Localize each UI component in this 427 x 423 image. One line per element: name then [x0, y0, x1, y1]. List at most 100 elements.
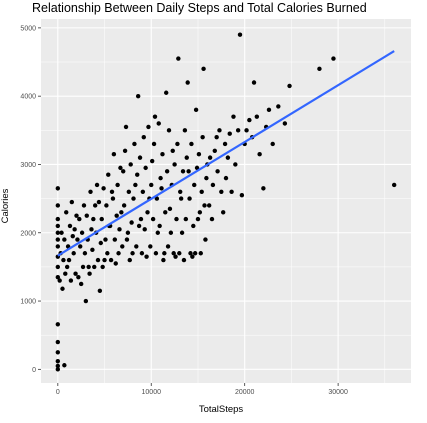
data-point [155, 230, 160, 235]
data-point [121, 169, 126, 174]
data-point [212, 148, 217, 154]
data-point [163, 210, 168, 215]
data-point [81, 203, 87, 208]
data-point [153, 251, 159, 256]
data-point [233, 162, 238, 167]
x-tick-label: 20000 [235, 389, 255, 396]
data-point [171, 251, 176, 256]
data-point [144, 254, 149, 259]
data-point [186, 169, 191, 174]
data-point [132, 141, 137, 147]
data-point [199, 189, 204, 194]
data-point [189, 141, 194, 147]
data-point [62, 237, 67, 242]
data-point [55, 186, 61, 191]
data-point [118, 165, 123, 171]
data-point [99, 216, 104, 222]
data-point [68, 278, 74, 283]
data-point [196, 152, 202, 157]
data-point [55, 322, 61, 327]
data-point [127, 257, 132, 263]
data-point [172, 162, 177, 167]
data-point [391, 182, 397, 188]
data-point [72, 227, 77, 232]
data-point [89, 227, 94, 232]
data-point [231, 114, 236, 119]
data-point [193, 107, 199, 113]
data-point [282, 121, 288, 126]
data-point [63, 271, 68, 276]
data-point [166, 128, 172, 133]
data-point [75, 237, 80, 242]
data-point [129, 220, 134, 225]
data-point [175, 141, 180, 147]
data-point [78, 281, 84, 287]
data-point [138, 216, 144, 222]
data-point [177, 251, 182, 256]
data-point [112, 237, 118, 242]
data-point [71, 251, 76, 256]
data-point [121, 203, 127, 208]
data-point [130, 251, 135, 256]
data-point [55, 367, 61, 372]
data-point [195, 216, 201, 222]
data-point [220, 210, 226, 215]
data-point [168, 230, 174, 235]
data-point [55, 339, 61, 345]
data-point [135, 93, 141, 99]
data-point [191, 223, 196, 229]
data-point [136, 223, 142, 229]
data-point [57, 278, 62, 283]
data-point [96, 199, 102, 205]
data-point [119, 210, 124, 215]
data-point [145, 210, 150, 215]
data-point [55, 230, 61, 235]
data-point [192, 251, 198, 256]
data-point [206, 203, 212, 208]
data-point [60, 286, 65, 291]
data-point [225, 155, 231, 160]
data-point [74, 213, 79, 218]
data-point [128, 162, 133, 167]
data-point [62, 363, 67, 368]
data-point [229, 189, 234, 194]
data-point [55, 274, 61, 280]
data-point [134, 244, 139, 249]
data-point [210, 182, 216, 188]
data-point [55, 363, 61, 369]
x-tick-label: 10000 [142, 389, 162, 396]
data-point [164, 169, 170, 174]
data-point [131, 196, 136, 201]
data-point [219, 189, 224, 194]
data-point [61, 257, 66, 263]
data-point [254, 114, 260, 119]
data-point [181, 257, 187, 263]
data-point [179, 230, 185, 235]
data-point [331, 56, 336, 61]
data-point [149, 158, 155, 164]
data-point [122, 148, 128, 154]
data-point [101, 186, 106, 191]
data-point [266, 107, 272, 113]
y-tick-label: 1000 [20, 299, 36, 306]
data-point [113, 261, 118, 266]
grid-minor [41, 19, 411, 383]
data-point [77, 216, 82, 222]
data-point [135, 172, 140, 177]
data-point [94, 182, 100, 188]
data-point [170, 148, 175, 154]
data-point [117, 227, 122, 232]
data-point [97, 288, 103, 294]
data-point [160, 152, 165, 157]
data-point [108, 257, 114, 263]
data-point [202, 203, 207, 208]
data-point [92, 264, 97, 270]
data-point [125, 230, 131, 235]
x-axis-title: TotalSteps [199, 404, 244, 415]
data-point [217, 128, 222, 133]
data-point [201, 66, 206, 72]
data-point [83, 298, 89, 304]
data-point [87, 271, 92, 276]
points-layer [55, 32, 397, 372]
